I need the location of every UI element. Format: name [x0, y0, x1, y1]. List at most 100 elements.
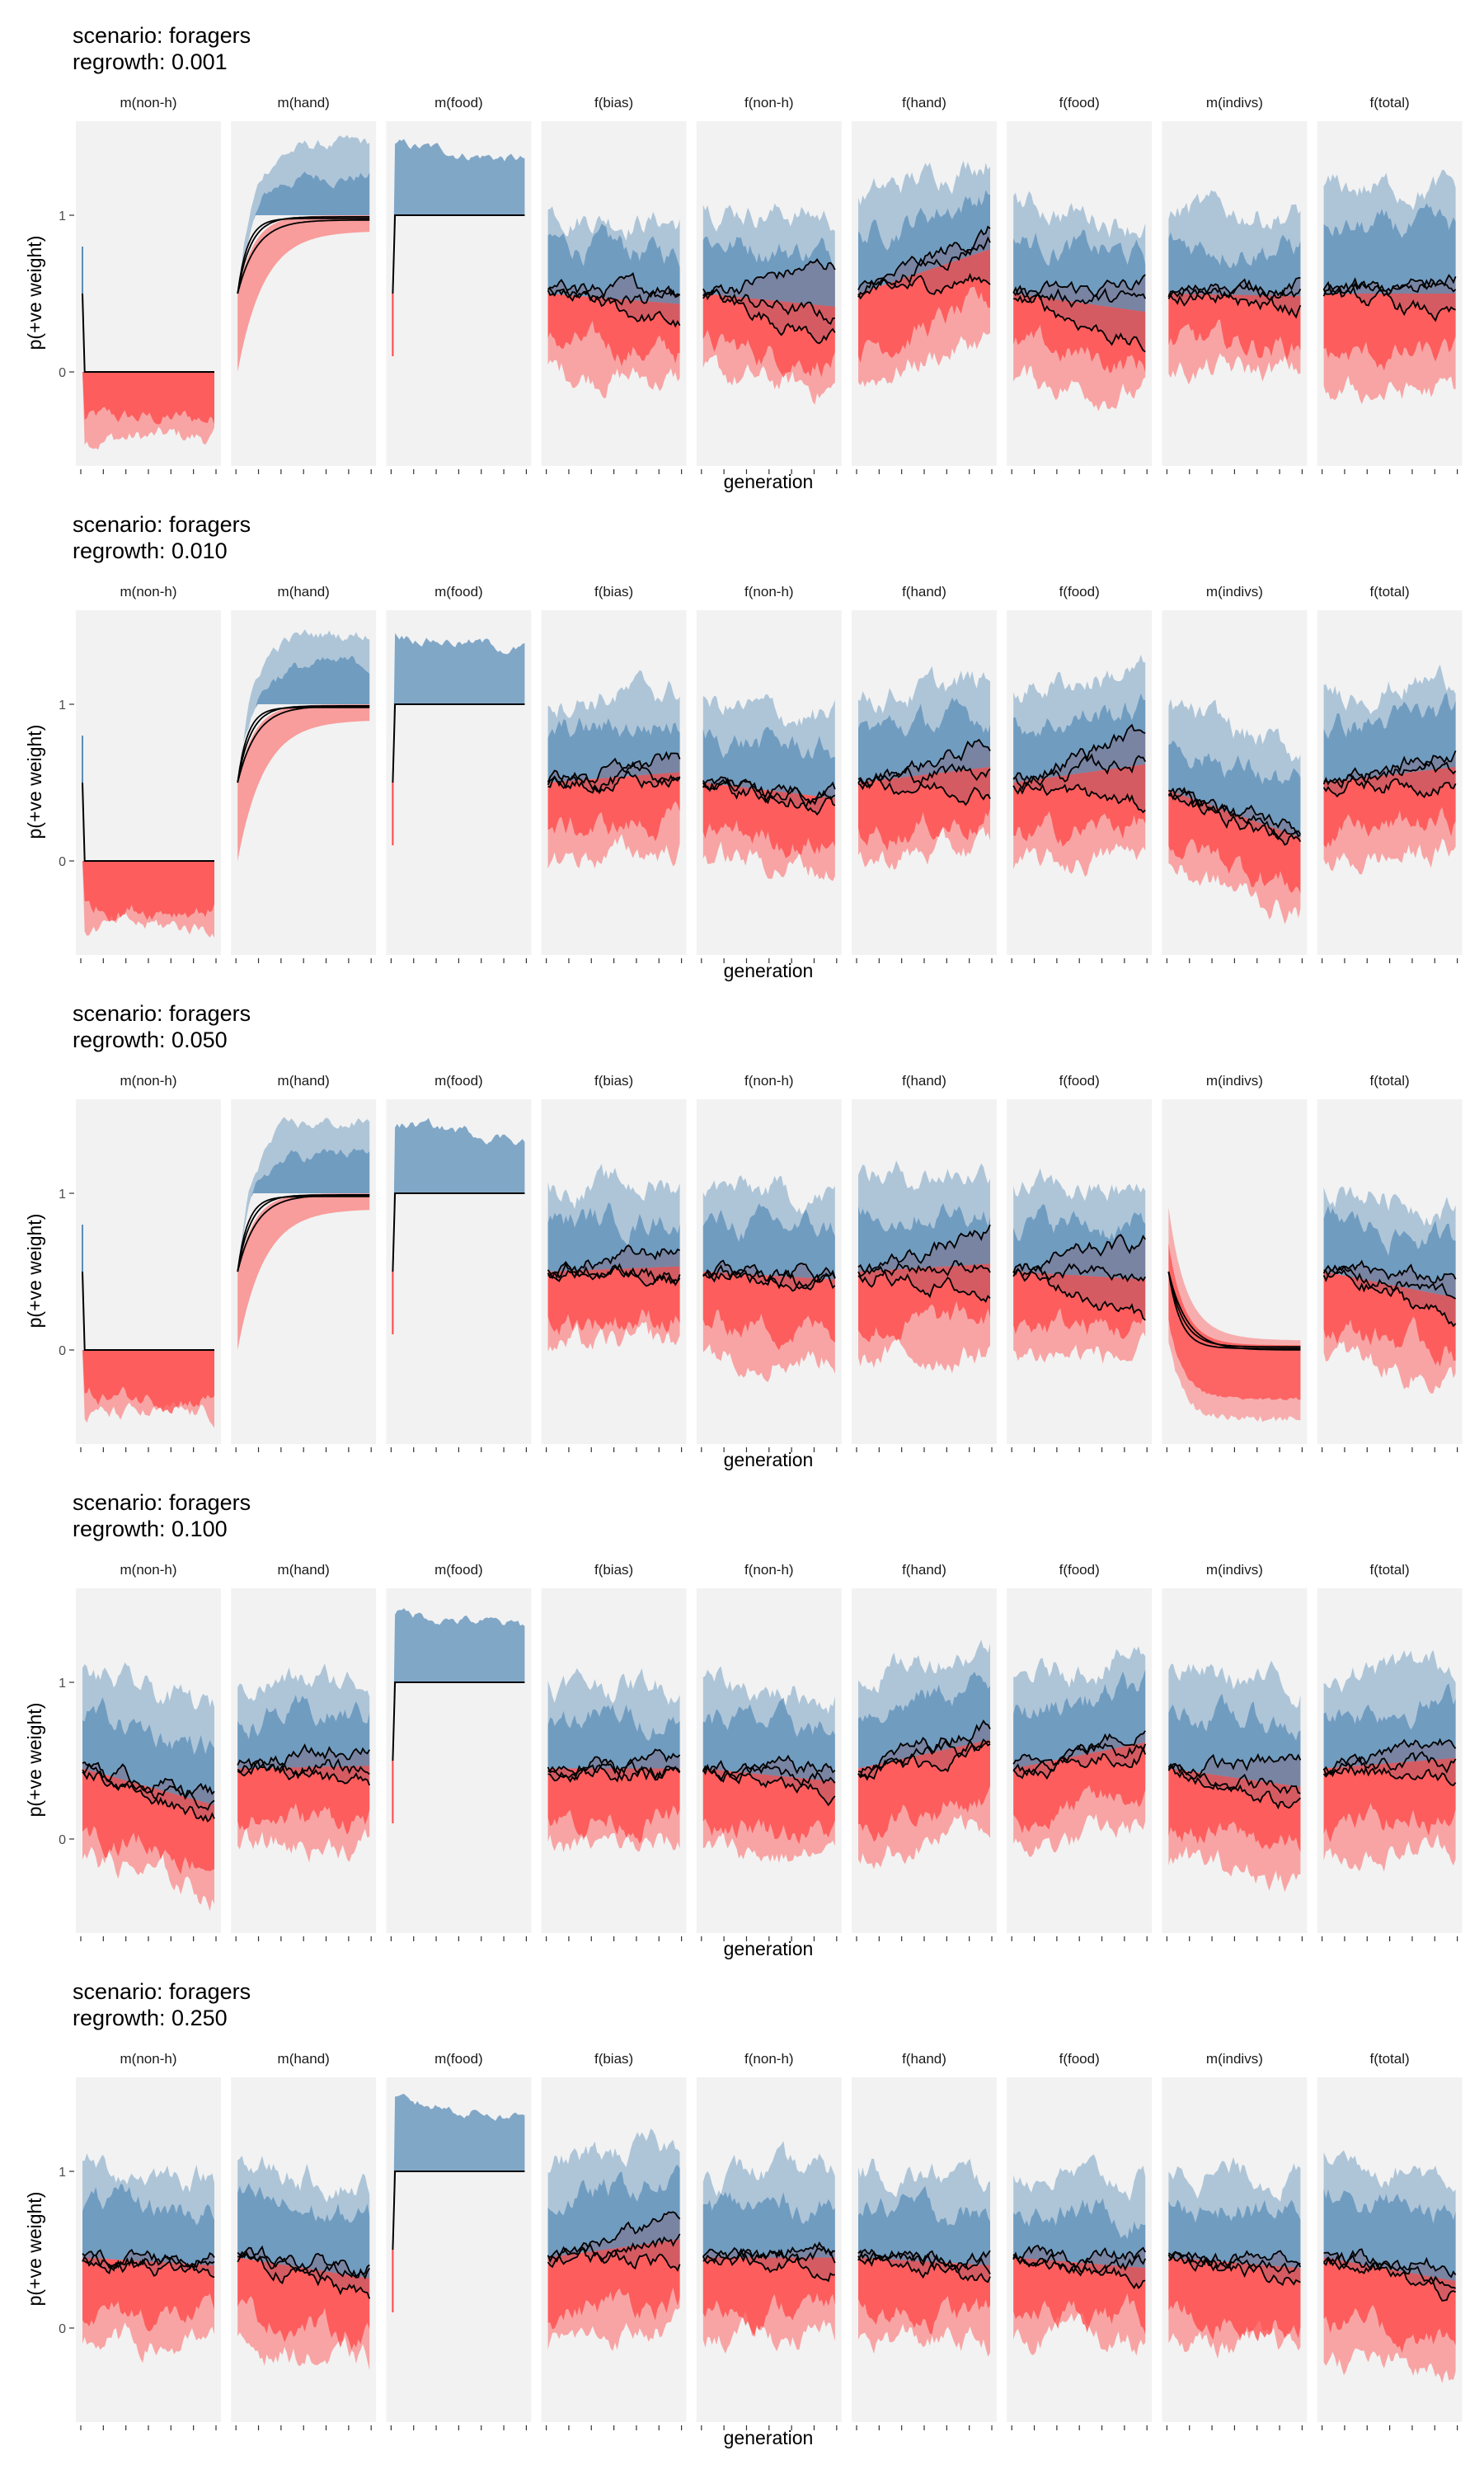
y-axis-label: p(+ve weight)	[24, 236, 45, 350]
series-line	[392, 2171, 525, 2251]
facet-strip-label: m(indivs)	[1206, 2051, 1263, 2067]
facet-panel: m(indivs)	[1162, 2051, 1308, 2430]
lower-band-inner	[702, 1272, 835, 1351]
lower-band-inner	[1013, 1272, 1146, 1339]
lower-band-inner	[1168, 790, 1301, 894]
upper-band-inner	[1013, 2198, 1146, 2269]
y-tick-label: 1	[59, 698, 66, 713]
facet-panel: m(food)	[386, 2051, 532, 2430]
facet-strip-label: f(food)	[1059, 1073, 1100, 1089]
series-line	[857, 1263, 991, 1303]
facet-panel: m(hand)	[231, 1562, 377, 1941]
series-line	[857, 2251, 991, 2284]
interline-band	[1013, 275, 1146, 352]
series-line	[1167, 1271, 1301, 1348]
facet-strip-label: m(hand)	[278, 1073, 330, 1089]
facet-strip-label: f(total)	[1370, 584, 1410, 600]
series-line	[1012, 1268, 1146, 1321]
upper-band-inner	[237, 172, 370, 294]
facet-panel: f(bias)	[541, 2051, 687, 2430]
series-line	[547, 1758, 681, 1783]
interline-band	[237, 1745, 370, 1785]
facet-strip-label: m(non-h)	[120, 1073, 177, 1089]
series-line	[702, 2248, 835, 2283]
x-axis-label: generation	[724, 1449, 814, 1470]
series-line	[702, 1263, 836, 1292]
facet-strip-label: m(indivs)	[1206, 95, 1263, 111]
series-line	[1012, 781, 1146, 814]
facet-panel: f(total)	[1317, 584, 1463, 963]
series-line	[1167, 276, 1301, 304]
series-line	[1167, 1762, 1301, 1794]
facet-strip-label: f(total)	[1370, 1562, 1410, 1578]
upper-band	[392, 1608, 525, 1761]
facet-panel: f(total)	[1317, 2051, 1463, 2430]
facet-panel: m(hand)	[231, 584, 377, 963]
series-line	[237, 1743, 370, 1774]
upper-band-inner	[1323, 692, 1456, 783]
upper-band-inner	[547, 2164, 680, 2258]
interline-band	[1168, 1754, 1301, 1808]
series-line	[237, 216, 370, 294]
series-line	[1012, 1234, 1146, 1273]
facet-panel: m(food)	[386, 95, 532, 474]
facet-panel: m(hand)	[231, 95, 377, 474]
series-line	[1322, 760, 1457, 786]
upper-band-inner	[858, 2185, 990, 2265]
facet-strip-label: m(hand)	[278, 2051, 330, 2067]
facet-strip-label: f(food)	[1059, 584, 1100, 600]
facet-panel: f(food)	[1007, 1073, 1153, 1452]
series-line	[237, 706, 370, 783]
facet-strip-label: f(hand)	[902, 95, 946, 111]
upper-band-inner	[1168, 2199, 1301, 2269]
facet-panel: f(food)	[1007, 2051, 1153, 2430]
lower-band-inner	[1323, 1757, 1456, 1843]
facet-strip-label: m(indivs)	[1206, 1562, 1263, 1578]
upper-band-inner	[1013, 1669, 1146, 1769]
upper-band-inner	[1013, 693, 1146, 783]
series-line	[702, 288, 836, 345]
series-line	[392, 1192, 525, 1272]
series-line	[82, 1271, 214, 1351]
series-line	[392, 703, 525, 783]
upper-band-inner	[858, 1672, 990, 1769]
upper-band-inner	[82, 1697, 214, 1805]
facet-panel: f(non-h)	[696, 95, 842, 474]
y-tick-label: 1	[59, 209, 66, 223]
lower-band-inner	[1013, 2257, 1146, 2335]
series-line	[547, 1263, 681, 1287]
series-line	[1322, 1264, 1457, 1328]
x-axis-label: generation	[724, 2427, 814, 2448]
facet-strip-label: f(non-h)	[744, 1073, 794, 1089]
series-line	[1322, 1756, 1457, 1786]
lower-band-inner	[82, 2257, 214, 2332]
x-axis-label: generation	[724, 1938, 814, 1959]
series-line	[547, 760, 681, 794]
series-line	[857, 2249, 991, 2274]
upper-band-inner	[858, 697, 990, 783]
series-line	[702, 1259, 836, 1286]
facet-strip-label: f(food)	[1059, 2051, 1100, 2067]
facet-strip-label: m(food)	[434, 1562, 483, 1578]
interline-band	[1013, 1235, 1146, 1320]
facet-panel: f(total)	[1317, 1073, 1463, 1452]
y-axis-label: p(+ve weight)	[24, 1703, 45, 1818]
lower-band	[237, 704, 370, 861]
upper-band-inner	[547, 223, 680, 304]
facet-panel: f(hand)	[852, 2051, 997, 2430]
upper-band-inner	[1168, 1693, 1301, 1787]
lower-band-inner	[1013, 294, 1146, 374]
series-line	[547, 283, 681, 306]
facet-panel: m(non-h)	[76, 95, 221, 474]
series-line	[857, 763, 991, 788]
series-line	[1322, 1264, 1457, 1300]
y-tick-label: 1	[59, 1188, 66, 1202]
series-line	[1167, 788, 1302, 835]
facet-panel: f(hand)	[852, 584, 997, 963]
series-line	[1168, 2250, 1301, 2267]
series-line	[857, 1738, 991, 1781]
series-line	[1322, 774, 1457, 799]
facet-panel: f(non-h)	[696, 2051, 842, 2430]
series-line	[82, 1761, 215, 1811]
